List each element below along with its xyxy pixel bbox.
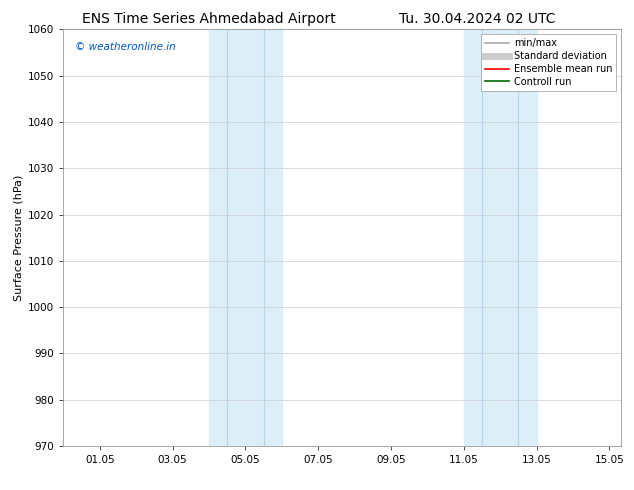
Text: Tu. 30.04.2024 02 UTC: Tu. 30.04.2024 02 UTC — [399, 12, 556, 26]
Bar — [463, 29, 536, 446]
Text: © weatheronline.in: © weatheronline.in — [75, 42, 176, 52]
Bar — [209, 29, 281, 446]
Legend: min/max, Standard deviation, Ensemble mean run, Controll run: min/max, Standard deviation, Ensemble me… — [481, 34, 616, 91]
Y-axis label: Surface Pressure (hPa): Surface Pressure (hPa) — [14, 174, 24, 301]
Text: ENS Time Series Ahmedabad Airport: ENS Time Series Ahmedabad Airport — [82, 12, 336, 26]
